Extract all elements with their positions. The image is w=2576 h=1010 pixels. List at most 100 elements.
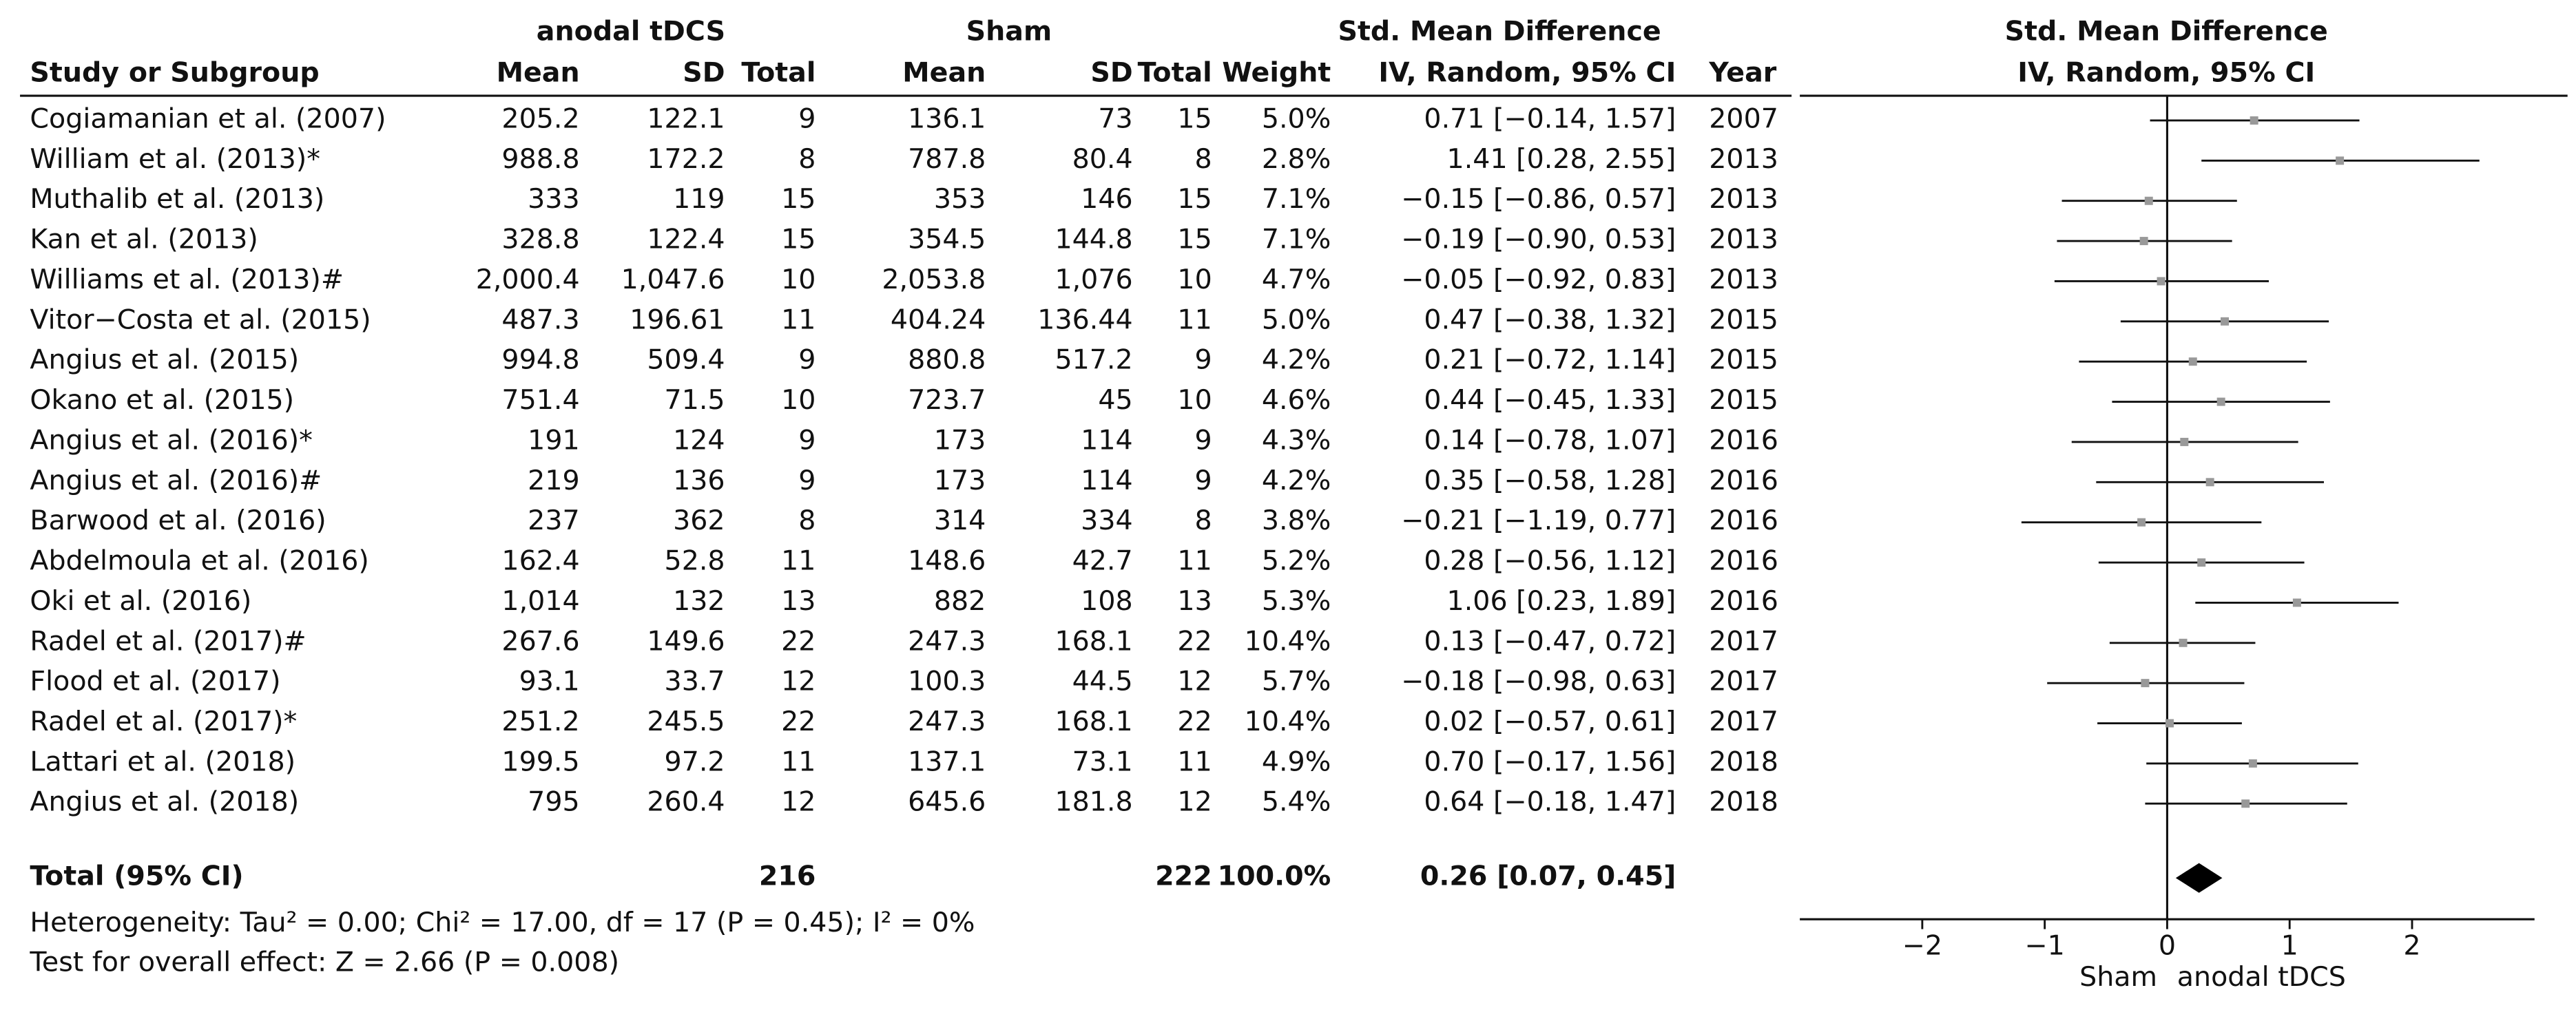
table-cell: 1.06 [0.23, 1.89] (1447, 585, 1676, 617)
table-cell: 12 (781, 786, 816, 818)
table-cell: 199.5 (501, 746, 579, 777)
table-cell: 10 (781, 384, 816, 416)
table-cell: 0.13 [−0.47, 0.72] (1424, 625, 1676, 657)
table-cell: 787.8 (908, 143, 986, 175)
table-cell: 0.47 [−0.38, 1.32] (1424, 304, 1676, 335)
table-cell: 5.0% (1262, 103, 1331, 134)
table-cell: 108 (1081, 585, 1132, 617)
table-cell: 7.1% (1262, 224, 1331, 255)
table-cell: 9 (1195, 344, 1212, 376)
table-cell: 328.8 (501, 224, 579, 255)
table-cell: 168.1 (1055, 625, 1132, 657)
table-cell: 8 (1195, 505, 1212, 536)
table-cell: 354.5 (908, 224, 986, 255)
table-cell: 517.2 (1055, 344, 1132, 376)
table-cell: 0.71 [−0.14, 1.57] (1424, 103, 1676, 134)
table-cell: 5.4% (1262, 786, 1331, 818)
table-cell: Lattari et al. (2018) (30, 746, 295, 777)
table-cell: 260.4 (647, 786, 725, 818)
table-cell: 114 (1081, 465, 1132, 496)
table-cell: Kan et al. (2013) (30, 224, 258, 255)
table-cell: Muthalib et al. (2013) (30, 183, 324, 215)
table-cell: 2,053.8 (882, 264, 986, 295)
table-cell: 124 (673, 424, 725, 456)
table-cell: 2017 (1709, 706, 1778, 737)
column-header: IV, Random, 95% CI (1378, 56, 1676, 88)
table-cell: 1,047.6 (621, 264, 725, 295)
table-cell: 267.6 (501, 625, 579, 657)
table-cell: 73 (1098, 103, 1132, 134)
table-cell: 205.2 (501, 103, 579, 134)
table-cell: 71.5 (665, 384, 725, 416)
table-cell: 122.1 (647, 103, 725, 134)
table-cell: 122.4 (647, 224, 725, 255)
total-cell: Total (95% CI) (30, 861, 243, 892)
table-cell: 2016 (1709, 465, 1778, 496)
table-cell: 191 (528, 424, 579, 456)
heterogeneity: Heterogeneity: Tau² = 0.00; Chi² = 17.00… (30, 907, 975, 938)
table-cell: 509.4 (647, 344, 725, 376)
group-header: Std. Mean Difference (1338, 15, 1661, 47)
table-cell: 136 (673, 465, 725, 496)
table-cell: 9 (798, 465, 816, 496)
point-estimate (2336, 156, 2345, 165)
table-cell: 2,000.4 (476, 264, 580, 295)
table-cell: 4.3% (1262, 424, 1331, 456)
column-header: Mean (497, 56, 580, 88)
table-cell: 219 (528, 465, 579, 496)
table-cell: −0.19 [−0.90, 0.53] (1401, 224, 1676, 255)
table-cell: Barwood et al. (2016) (30, 505, 326, 536)
column-header: IV, Random, 95% CI (2017, 56, 2315, 88)
x-tick-label: −1 (2024, 929, 2064, 961)
axis-label-right: anodal tDCS (2177, 961, 2346, 993)
point-estimate (2241, 799, 2250, 808)
point-estimate (2179, 638, 2188, 647)
table-cell: 136.44 (1037, 304, 1132, 335)
table-cell: 2018 (1709, 746, 1778, 777)
table-cell: 645.6 (908, 786, 986, 818)
table-cell: 97.2 (665, 746, 725, 777)
table-cell: Vitor−Costa et al. (2015) (30, 304, 371, 335)
column-header: Year (1708, 56, 1777, 88)
axis-label-left: Sham (2079, 961, 2157, 993)
table-cell: 4.2% (1262, 344, 1331, 376)
table-cell: 2016 (1709, 424, 1778, 456)
table-cell: 8 (1195, 143, 1212, 175)
table-cell: 988.8 (501, 143, 579, 175)
point-estimate (2157, 277, 2165, 286)
table-cell: 0.70 [−0.17, 1.56] (1424, 746, 1676, 777)
table-cell: 2007 (1709, 103, 1778, 134)
table-cell: 2015 (1709, 384, 1778, 416)
column-header: SD (1090, 56, 1132, 88)
table-cell: Okano et al. (2015) (30, 384, 294, 416)
table-cell: −0.18 [−0.98, 0.63] (1401, 666, 1676, 697)
point-estimate (2250, 116, 2258, 125)
table-cell: 172.2 (647, 143, 725, 175)
table-cell: 2017 (1709, 625, 1778, 657)
table-cell: 173 (934, 424, 986, 456)
table-cell: 1,014 (501, 585, 579, 617)
table-cell: 119 (673, 183, 725, 215)
table-cell: 333 (528, 183, 579, 215)
table-cell: 1.41 [0.28, 2.55] (1447, 143, 1676, 175)
group-header: anodal tDCS (537, 15, 725, 47)
table-cell: 4.9% (1262, 746, 1331, 777)
point-estimate (2141, 679, 2150, 688)
table-cell: 8 (798, 143, 816, 175)
table-cell: 148.6 (908, 545, 986, 577)
table-cell: 0.14 [−0.78, 1.07] (1424, 424, 1676, 456)
table-cell: 15 (781, 224, 816, 255)
table-cell: 994.8 (501, 344, 579, 376)
table-cell: −0.15 [−0.86, 0.57] (1401, 183, 1676, 215)
table-cell: 10.4% (1245, 625, 1331, 657)
table-cell: 5.3% (1262, 585, 1331, 617)
table-cell: 12 (1177, 786, 1212, 818)
table-cell: 12 (781, 666, 816, 697)
table-cell: 15 (1177, 183, 1212, 215)
x-tick-label: 1 (2281, 929, 2298, 961)
table-cell: 22 (1177, 706, 1212, 737)
table-cell: 146 (1081, 183, 1132, 215)
table-cell: 0.64 [−0.18, 1.47] (1424, 786, 1676, 818)
table-cell: 9 (798, 344, 816, 376)
